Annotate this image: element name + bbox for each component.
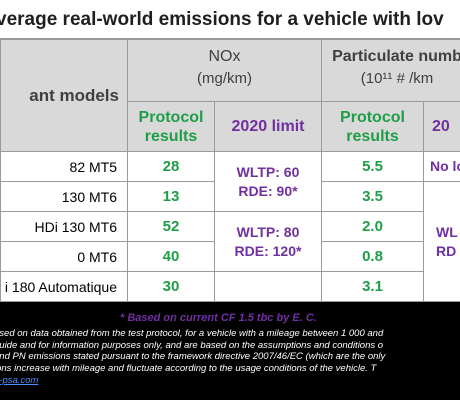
nox-limit-empty xyxy=(214,271,322,302)
nox-value: 13 xyxy=(127,181,215,212)
pn-limit-wltp: WL xyxy=(436,223,458,240)
pn-limit-rde: RD xyxy=(436,242,457,259)
pn-title: Particulate numb xyxy=(332,48,460,65)
table-row: 0 MT6 40 0.8 xyxy=(0,241,460,272)
models-column-header: ant models xyxy=(0,39,128,152)
table-row: HDi 130 MT6 52 WLTP: 80 RDE: 120* 2.0 xyxy=(0,211,460,272)
table-row: i 180 Automatique 30 3.1 xyxy=(0,271,460,302)
pn-limit-header: 20 xyxy=(423,101,460,152)
website-link[interactable]: e-psa.com xyxy=(0,374,39,386)
table-row: 130 MT6 13 3.5 WL RD xyxy=(0,181,460,302)
nox-limit-cell: WLTP: 80 RDE: 120* xyxy=(214,211,322,272)
nox-value: 28 xyxy=(127,151,215,182)
nox-value: 52 xyxy=(127,211,215,242)
table-row: 82 MT5 28 WLTP: 60 RDE: 90* 5.5 No lo xyxy=(0,151,460,212)
model-name: HDi 130 MT6 xyxy=(0,211,128,242)
nox-limit-rde: RDE: 120* xyxy=(234,242,302,259)
pn-protocol-header: Protocol results xyxy=(321,101,424,152)
disclaimer-line: guide and for information purposes only,… xyxy=(0,339,384,351)
model-name: 82 MT5 xyxy=(0,151,128,182)
disclaimer-line: ased on data obtained from the test prot… xyxy=(0,328,384,339)
disclaimer-line: and PN emissions stated pursuant to the … xyxy=(0,351,386,363)
nox-value: 30 xyxy=(127,271,215,302)
nox-limit-wltp: WLTP: 80 xyxy=(236,223,300,240)
model-name: 0 MT6 xyxy=(0,241,128,272)
nox-limit-cell: WLTP: 60 RDE: 90* xyxy=(214,151,322,212)
nox-value: 40 xyxy=(127,241,215,272)
model-name: 130 MT6 xyxy=(0,181,128,212)
emissions-table: ant models NOx (mg/km) Particulate numb … xyxy=(0,39,460,302)
pn-unit: (10¹¹ # /km xyxy=(360,70,434,87)
nox-limit-rde: RDE: 90* xyxy=(238,182,298,199)
nox-protocol-header: Protocol results xyxy=(127,101,215,152)
nox-group-header: NOx (mg/km) xyxy=(127,39,322,102)
pn-value: 3.5 xyxy=(321,181,424,212)
pn-group-header: Particulate numb (10¹¹ # /km xyxy=(321,39,460,102)
nox-title: NOx xyxy=(208,48,241,65)
nox-unit: (mg/km) xyxy=(197,70,252,87)
pn-value: 5.5 xyxy=(321,151,424,182)
nox-limit-header: 2020 limit xyxy=(214,101,322,152)
footnote: * Based on current CF 1.5 tbc by E. C. xyxy=(120,312,317,324)
pn-value: 3.1 xyxy=(321,271,424,302)
page-title: verage real-world emissions for a vehicl… xyxy=(0,9,444,30)
disclaimer: ased on data obtained from the test prot… xyxy=(0,328,460,387)
nox-limit-wltp: WLTP: 60 xyxy=(236,163,300,180)
pn-limit-first: No lo xyxy=(423,151,460,182)
disclaimer-line: ions increase with mileage and fluctuate… xyxy=(0,363,377,375)
pn-value: 0.8 xyxy=(321,241,424,272)
pn-limit-cell: WL RD xyxy=(423,181,460,302)
pn-value: 2.0 xyxy=(321,211,424,242)
title-bar: verage real-world emissions for a vehicl… xyxy=(0,0,460,39)
model-name: i 180 Automatique xyxy=(0,271,128,302)
